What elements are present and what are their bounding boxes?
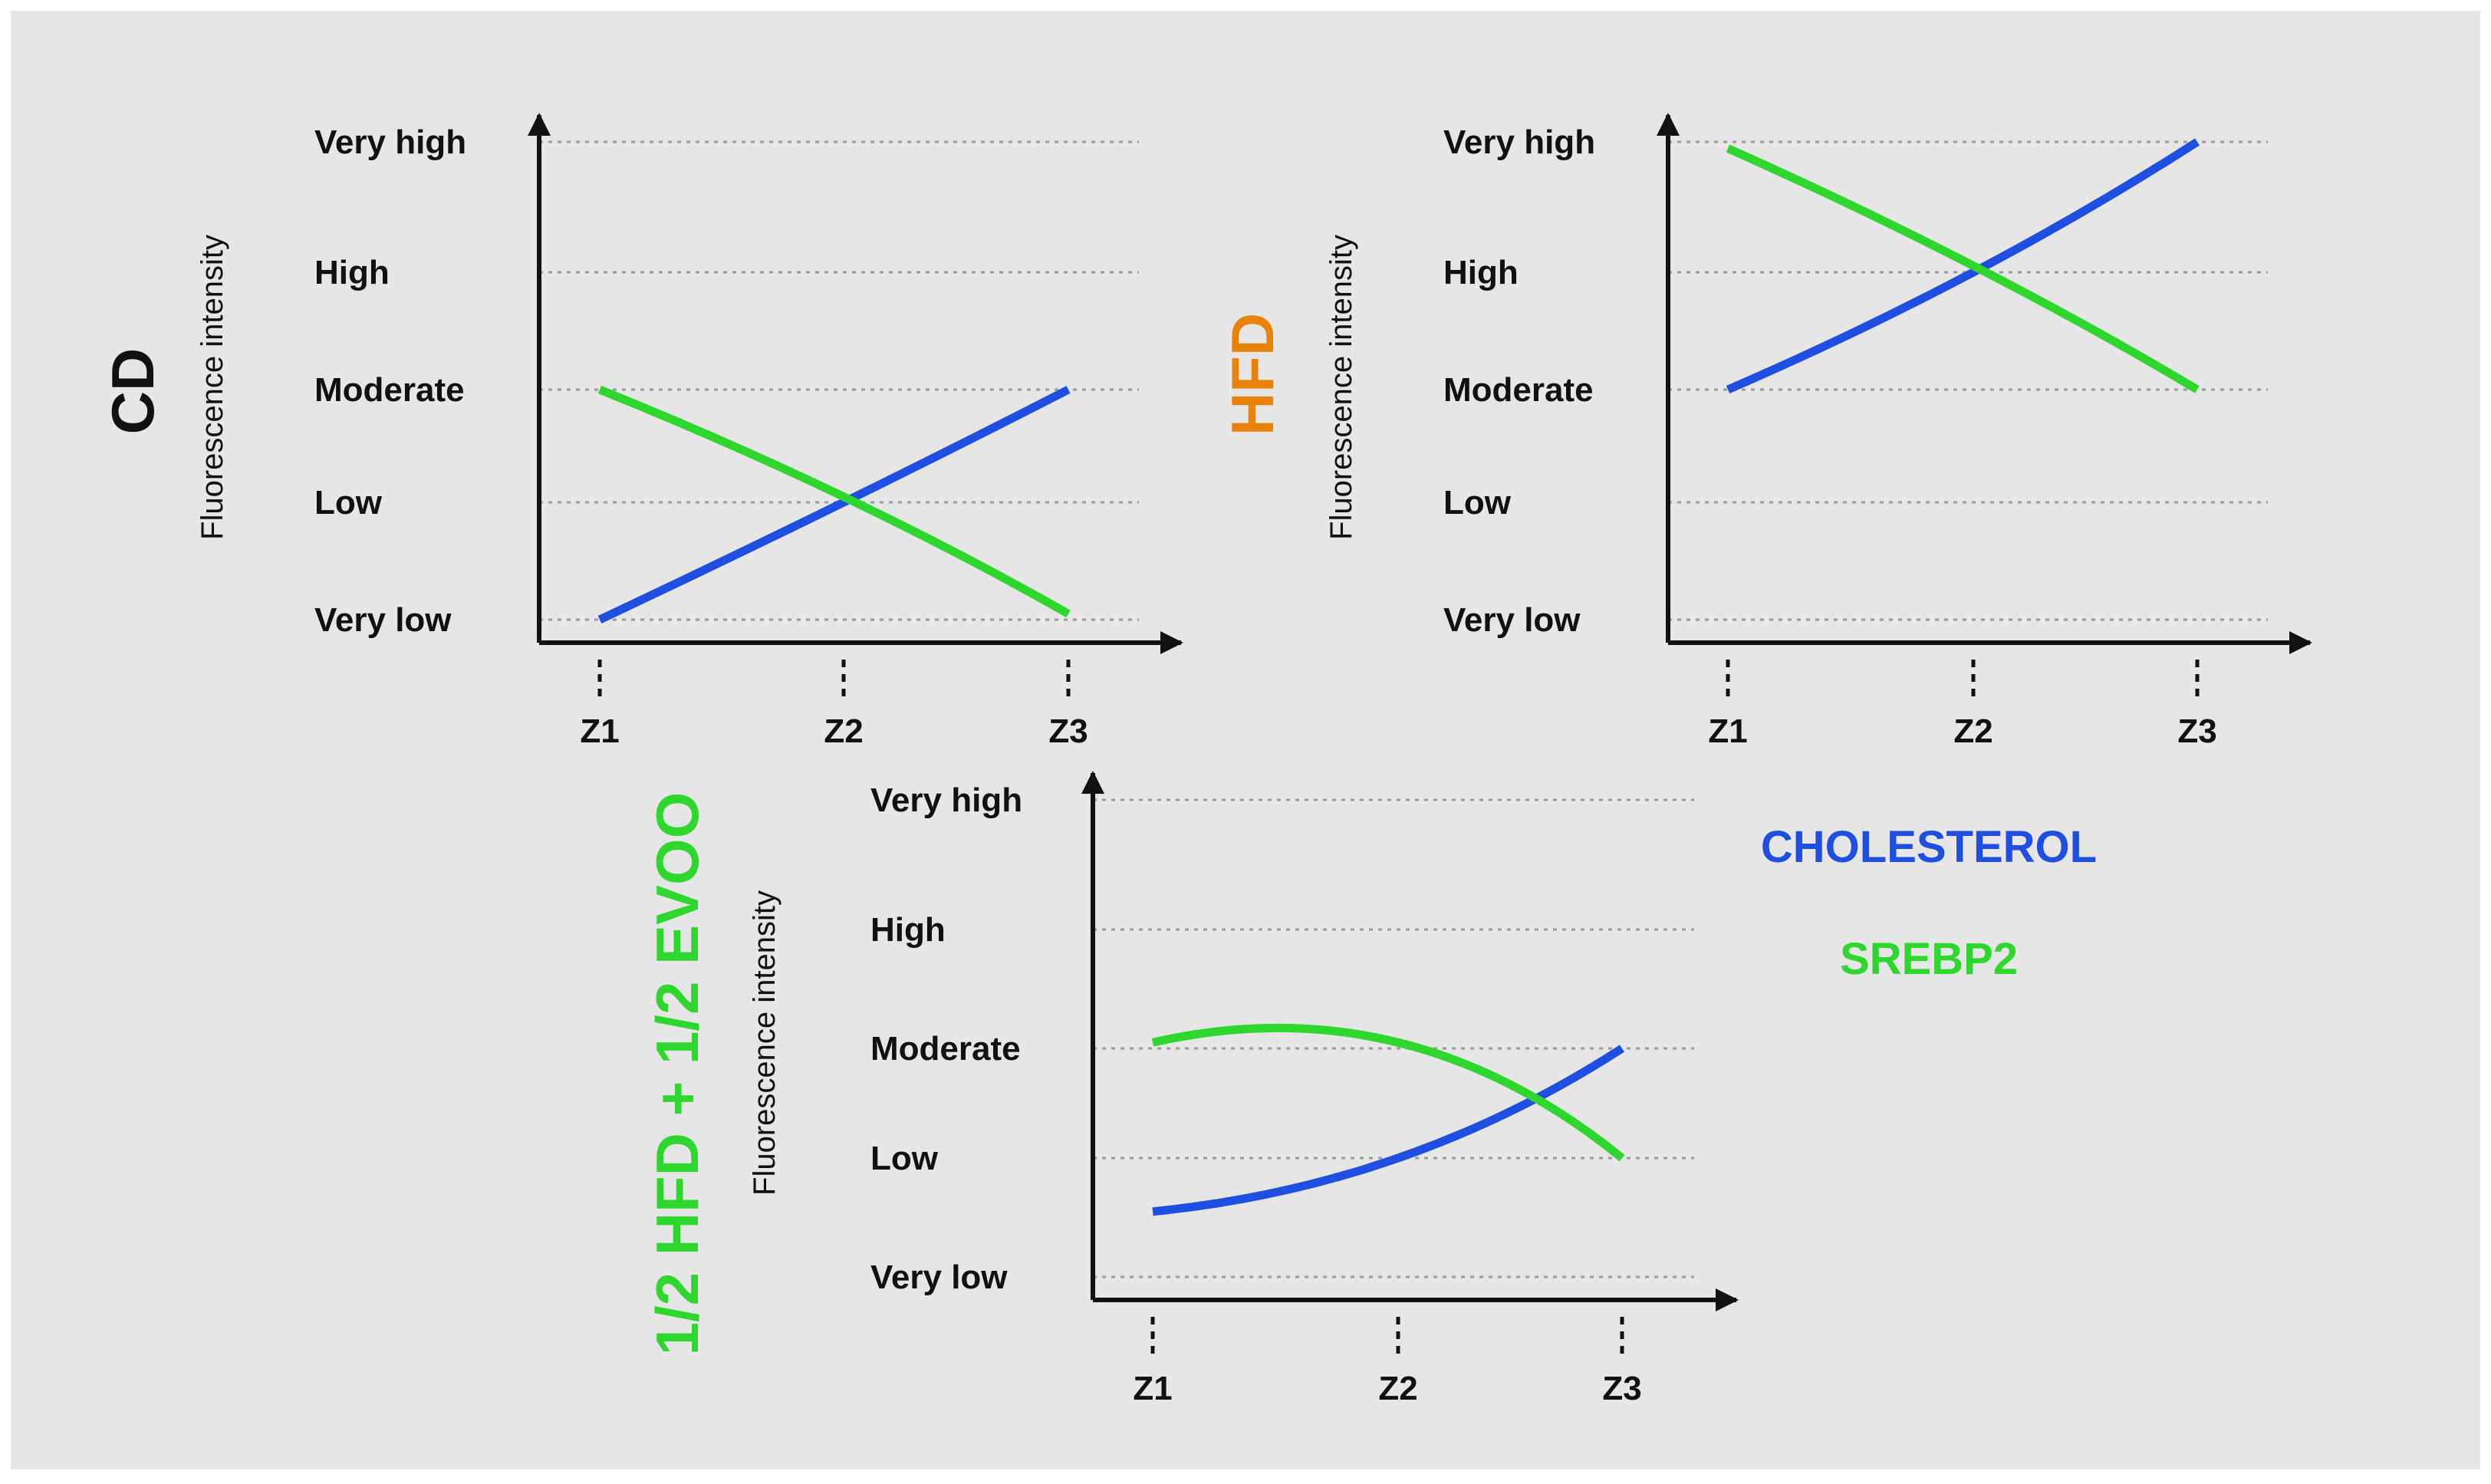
y-tick-label: High (870, 911, 946, 949)
series-line-cholesterol (597, 386, 1071, 624)
x-tick-label: Z1 (1708, 712, 1747, 750)
y-tick-label: Very low (870, 1259, 1008, 1296)
charts-group: Very low Low Moderate High Very high Z1 Z2 Z3 Fl… (99, 113, 2312, 1407)
series-line-srebp2 (1151, 1023, 1625, 1162)
y-tick-label: Low (1443, 484, 1512, 522)
chart-1: Very low Low Moderate High Very high Z1 Z2 Z3 Fl… (99, 113, 1183, 750)
figure-background (11, 11, 2480, 1469)
x-tick-label: Z3 (1048, 712, 1088, 750)
y-axis-title: Fluorescence intensity (748, 890, 782, 1196)
y-tick-label: Low (314, 484, 383, 522)
legend-cholesterol: CHOLESTEROL (1761, 822, 2097, 872)
series-line-srebp2 (1726, 144, 2200, 393)
y-tick-label: High (314, 254, 390, 291)
y-tick-label: Moderate (1443, 371, 1594, 409)
chart-title: 1/2 HFD + 1/2 EVOO (643, 792, 711, 1356)
y-tick-label: Very low (1443, 601, 1581, 639)
y-tick-label: Very high (870, 781, 1022, 819)
chart-title: HFD (1219, 313, 1286, 436)
series-line-cholesterol (1726, 138, 2200, 394)
chart-3: Very low Low Moderate High Very high Z1 Z2 Z3 Fl… (643, 771, 1739, 1407)
series-line-cholesterol (1152, 1045, 1624, 1216)
y-tick-label: High (1443, 254, 1519, 291)
x-tick-label: Z2 (1953, 712, 1992, 750)
y-tick-label: Very low (314, 601, 452, 639)
x-tick-label: Z3 (2177, 712, 2216, 750)
y-tick-label: Moderate (314, 371, 465, 409)
y-axis-title: Fluorescence intensity (196, 235, 229, 540)
y-tick-label: Very high (1443, 123, 1595, 161)
series-line-srebp2 (597, 385, 1071, 618)
x-tick-label: Z3 (1602, 1370, 1641, 1407)
chart-2: Very low Low Moderate High Very high Z1 Z2 Z3 Fl… (1219, 113, 2312, 750)
x-tick-label: Z2 (824, 712, 863, 750)
y-tick-label: Very high (314, 123, 466, 161)
x-tick-label: Z2 (1378, 1370, 1417, 1407)
chart-title: CD (99, 348, 166, 435)
x-tick-label: Z1 (1133, 1370, 1172, 1407)
x-tick-label: Z1 (580, 712, 619, 750)
legend: CHOLESTEROL SREBP2 (1761, 822, 2097, 984)
y-axis-title: Fluorescence intensity (1324, 235, 1358, 540)
y-tick-label: Low (870, 1140, 939, 1177)
y-tick-label: Moderate (870, 1030, 1021, 1068)
legend-srebp2: SREBP2 (1840, 934, 2018, 984)
